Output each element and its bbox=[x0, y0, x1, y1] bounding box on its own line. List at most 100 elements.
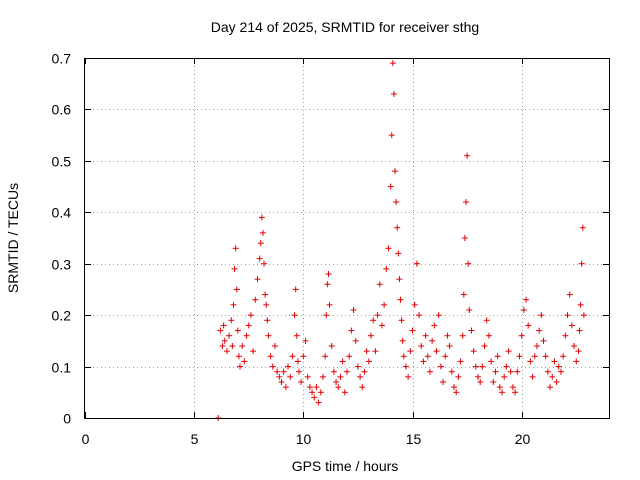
data-point bbox=[243, 332, 250, 339]
data-point bbox=[394, 224, 401, 231]
data-point bbox=[252, 296, 259, 303]
data-point bbox=[219, 343, 226, 349]
data-point bbox=[258, 214, 265, 221]
data-point bbox=[557, 368, 564, 375]
data-point bbox=[324, 281, 331, 288]
y-tick-label: 0.2 bbox=[52, 308, 72, 324]
data-point bbox=[348, 327, 355, 334]
data-point bbox=[315, 399, 322, 406]
data-point bbox=[577, 301, 584, 308]
data-point bbox=[413, 260, 420, 267]
data-point bbox=[378, 322, 385, 329]
data-point bbox=[282, 384, 289, 391]
data-point bbox=[361, 368, 368, 375]
data-point bbox=[300, 353, 307, 360]
y-tick-label: 0 bbox=[63, 411, 71, 427]
data-point bbox=[481, 343, 488, 349]
data-point bbox=[470, 348, 477, 355]
data-point bbox=[496, 384, 503, 391]
data-point bbox=[479, 363, 486, 370]
data-point bbox=[402, 363, 409, 370]
y-axis-ticks: 0 0.1 0.2 0.3 0.4 0.5 0.6 0.7 bbox=[52, 51, 609, 427]
data-point bbox=[357, 373, 364, 380]
data-point bbox=[231, 265, 238, 272]
data-point bbox=[400, 353, 407, 360]
data-point bbox=[407, 348, 414, 355]
data-point bbox=[514, 368, 521, 375]
data-point bbox=[490, 379, 497, 385]
data-point bbox=[388, 132, 395, 139]
data-point bbox=[354, 363, 361, 370]
data-point bbox=[365, 358, 372, 365]
data-point bbox=[477, 379, 484, 385]
data-point bbox=[468, 327, 475, 334]
data-point bbox=[564, 312, 571, 319]
y-tick-label: 0.5 bbox=[52, 154, 72, 170]
grid-lines bbox=[85, 58, 609, 418]
data-point bbox=[232, 245, 239, 252]
data-point bbox=[333, 379, 340, 385]
data-point bbox=[326, 301, 333, 308]
data-point bbox=[271, 343, 278, 349]
data-point bbox=[455, 373, 462, 380]
data-point bbox=[518, 332, 525, 339]
data-point bbox=[512, 389, 519, 396]
data-point bbox=[325, 271, 332, 277]
data-point bbox=[269, 363, 276, 370]
data-point bbox=[254, 276, 261, 283]
data-point bbox=[368, 332, 375, 339]
data-point bbox=[261, 260, 268, 267]
data-point bbox=[263, 301, 270, 308]
data-point bbox=[472, 363, 479, 370]
data-point bbox=[235, 353, 242, 360]
data-point bbox=[293, 332, 300, 339]
data-point bbox=[516, 353, 523, 360]
y-tick-label: 0.3 bbox=[52, 257, 72, 273]
data-point bbox=[292, 286, 299, 293]
x-axis-ticks: 0 5 10 15 20 bbox=[82, 58, 531, 447]
x-tick-label: 15 bbox=[406, 431, 422, 447]
data-point bbox=[409, 327, 416, 334]
data-point bbox=[465, 260, 472, 267]
data-point bbox=[460, 291, 467, 298]
data-point bbox=[302, 337, 309, 344]
data-point bbox=[341, 389, 348, 396]
data-point bbox=[399, 337, 406, 344]
data-point bbox=[259, 229, 266, 236]
data-point bbox=[339, 358, 346, 365]
data-point bbox=[241, 358, 248, 365]
data-point bbox=[579, 224, 586, 231]
data-point bbox=[381, 301, 388, 308]
data-point bbox=[424, 353, 431, 360]
data-point bbox=[442, 353, 449, 360]
data-point bbox=[531, 353, 538, 360]
data-point bbox=[520, 307, 527, 313]
data-point bbox=[573, 358, 580, 365]
y-tick-label: 0.4 bbox=[52, 205, 72, 221]
data-point bbox=[437, 363, 444, 370]
data-point bbox=[247, 312, 254, 319]
data-point bbox=[264, 317, 271, 324]
data-point bbox=[229, 343, 236, 349]
data-point bbox=[523, 296, 530, 303]
data-point bbox=[461, 235, 468, 241]
plot-frame bbox=[84, 58, 610, 419]
data-point bbox=[555, 363, 562, 370]
x-tick-label: 20 bbox=[515, 431, 531, 447]
data-point bbox=[562, 332, 569, 339]
data-point bbox=[257, 240, 264, 247]
data-point bbox=[337, 373, 344, 380]
data-point bbox=[488, 358, 495, 365]
data-point bbox=[313, 384, 320, 391]
chart-title: Day 214 of 2025, SRMTID for receiver sth… bbox=[211, 19, 479, 35]
data-point bbox=[440, 379, 447, 385]
data-point bbox=[580, 312, 587, 319]
data-point bbox=[317, 389, 324, 396]
data-point bbox=[245, 322, 252, 329]
data-point bbox=[322, 353, 329, 360]
data-point bbox=[350, 307, 357, 313]
data-point bbox=[457, 358, 464, 365]
data-point bbox=[363, 348, 370, 355]
data-point bbox=[475, 373, 481, 380]
data-point bbox=[507, 368, 514, 375]
